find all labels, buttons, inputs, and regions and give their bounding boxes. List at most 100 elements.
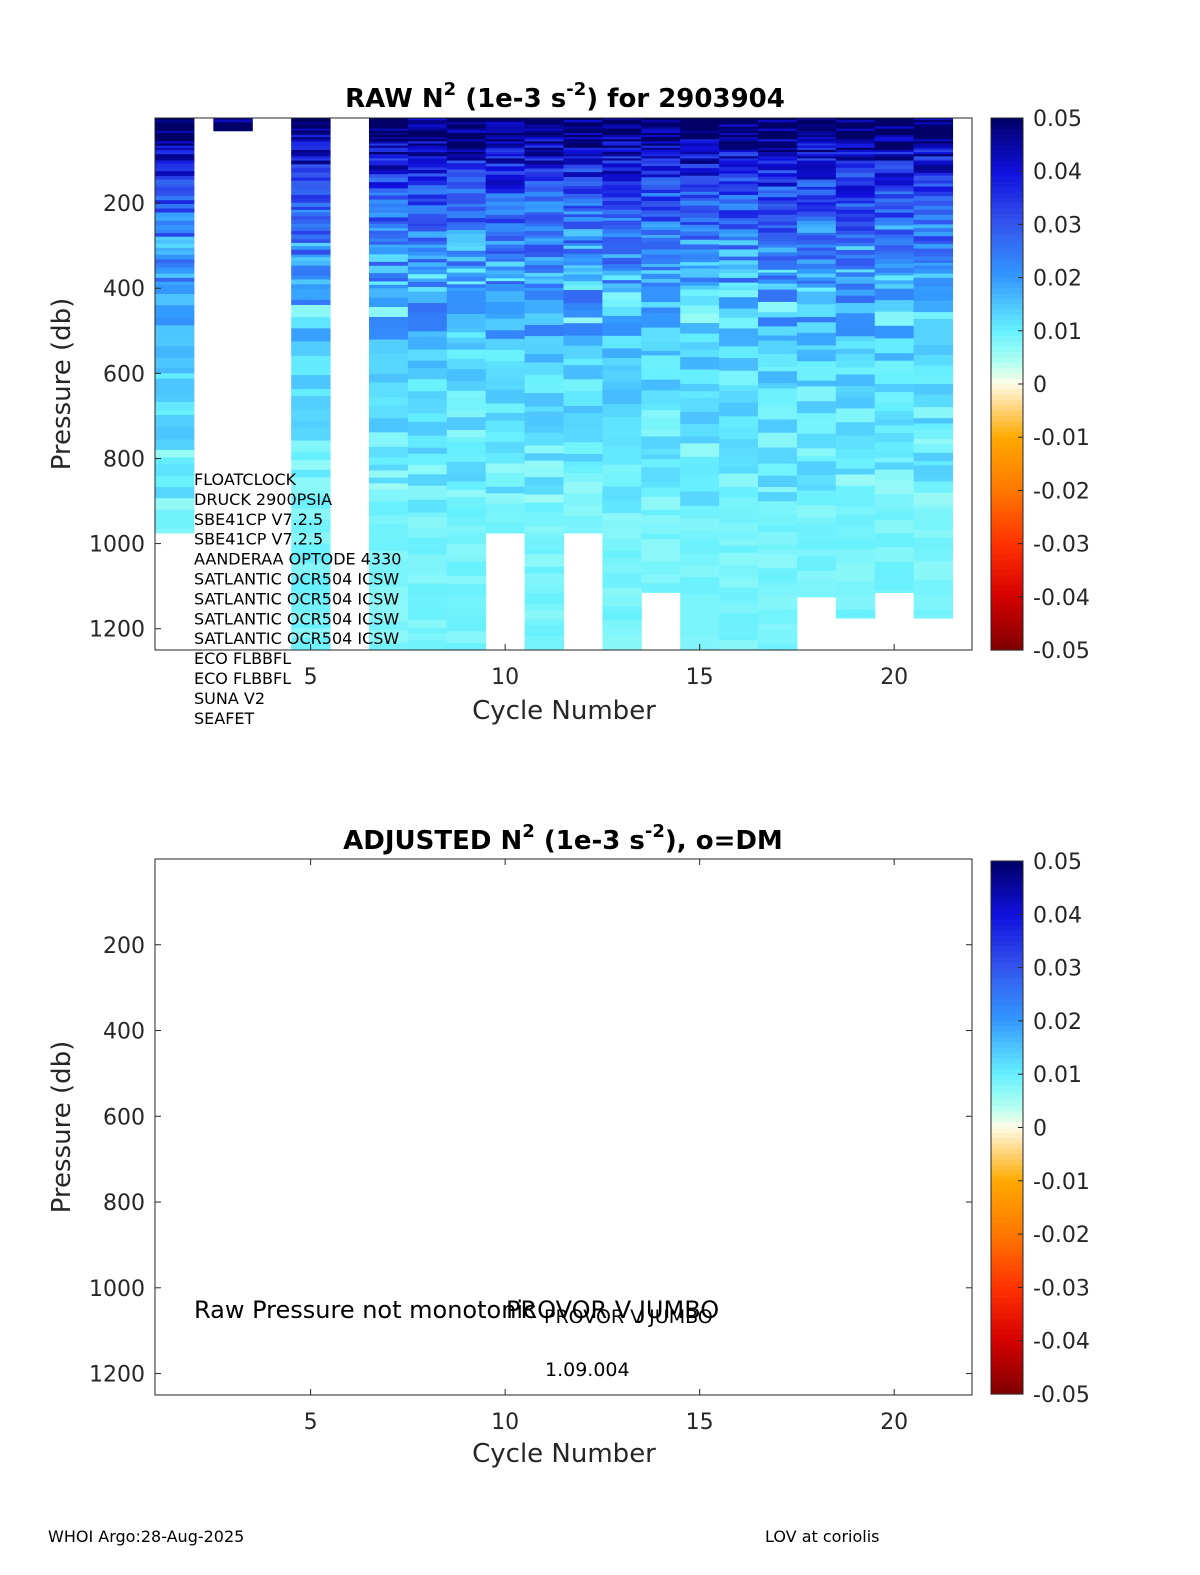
heatmap-cell <box>758 137 798 140</box>
colorbar-swatch <box>991 1138 1023 1145</box>
heatmap-cell <box>446 265 487 270</box>
colorbar-swatch <box>991 871 1023 878</box>
heatmap-cell <box>719 575 759 582</box>
heatmap-cell <box>291 304 331 318</box>
heatmap-cell <box>874 338 915 354</box>
heatmap-cell <box>602 270 642 276</box>
heatmap-cell <box>602 193 642 198</box>
colorbar-swatch <box>991 320 1023 327</box>
heatmap-cell <box>758 135 798 138</box>
heatmap-cell <box>485 258 526 263</box>
heatmap-cell <box>602 132 642 136</box>
heatmap-cell <box>874 130 915 134</box>
heatmap-cell <box>368 642 409 651</box>
heatmap-cell <box>719 210 759 216</box>
heatmap-cell <box>874 124 915 128</box>
heatmap-cell <box>446 596 487 608</box>
heatmap-cell <box>407 141 448 145</box>
heatmap-cell <box>485 201 526 207</box>
heatmap-cell <box>913 196 954 202</box>
colorbar-swatch <box>991 1036 1023 1043</box>
heatmap-cell <box>680 617 720 633</box>
heatmap-cell <box>796 291 837 305</box>
adjusted-y-axis-label: Pressure (db) <box>47 1041 77 1214</box>
heatmap-cell <box>719 358 759 372</box>
heatmap-cell <box>602 249 642 255</box>
heatmap-cell <box>485 130 526 134</box>
heatmap-cell <box>680 154 720 157</box>
heatmap-cell <box>796 156 837 159</box>
colorbar-swatch <box>991 1159 1023 1166</box>
heatmap-cell <box>680 456 720 463</box>
colorbar-tick-label: -0.01 <box>1033 1170 1090 1195</box>
heatmap-cell <box>407 262 448 268</box>
heatmap-cell <box>524 624 564 637</box>
heatmap-cell <box>407 597 448 611</box>
heatmap-cell <box>368 192 409 197</box>
heatmap-cell <box>155 163 195 169</box>
colorbar-swatch <box>991 580 1023 587</box>
heatmap-cell <box>291 396 331 410</box>
heatmap-cell <box>407 287 448 293</box>
heatmap-cell <box>155 184 195 188</box>
colorbar-swatch <box>991 160 1023 167</box>
heatmap-cell <box>524 276 564 280</box>
heatmap-cell <box>291 130 331 134</box>
heatmap-cell <box>407 399 448 414</box>
heatmap-cell <box>524 467 564 478</box>
heatmap-cell <box>758 152 798 155</box>
heatmap-cell <box>719 625 759 636</box>
colorbar-swatch <box>991 272 1023 279</box>
heatmap-cell <box>641 242 681 248</box>
heatmap-cell <box>563 211 603 215</box>
heatmap-cell <box>446 343 487 351</box>
heatmap-cell <box>446 246 487 252</box>
heatmap-cell <box>913 256 954 261</box>
heatmap-cell <box>835 289 876 297</box>
heatmap-cell <box>719 135 759 138</box>
heatmap-cell <box>602 176 642 182</box>
heatmap-cell <box>835 230 876 236</box>
heatmap-cell <box>796 208 837 213</box>
raw-heatmap-cells <box>155 118 954 651</box>
heatmap-cell <box>641 249 681 256</box>
heatmap-cell <box>446 118 487 121</box>
heatmap-cell <box>719 233 759 238</box>
heatmap-cell <box>680 235 720 241</box>
heatmap-cell <box>291 194 331 200</box>
colorbar-swatch <box>991 203 1023 210</box>
heatmap-cell <box>874 132 915 136</box>
heatmap-cell <box>407 527 448 539</box>
heatmap-cell <box>407 189 448 196</box>
colorbar-swatch <box>991 1250 1023 1257</box>
heatmap-cell <box>407 132 448 136</box>
heatmap-cell <box>446 489 487 498</box>
heatmap-cell <box>368 120 409 123</box>
heatmap-cell <box>155 203 195 210</box>
heatmap-cell <box>602 126 642 130</box>
heatmap-cell <box>446 141 487 145</box>
heatmap-cell <box>719 456 759 468</box>
heatmap-cell <box>719 370 759 386</box>
heatmap-cell <box>563 467 603 474</box>
heatmap-cell <box>446 616 487 622</box>
heatmap-cell <box>680 210 720 214</box>
heatmap-cell <box>913 152 954 155</box>
sensor-label: SBE41CP V7.2.5 <box>194 530 323 549</box>
heatmap-cell <box>835 408 876 423</box>
heatmap-cell <box>719 552 759 559</box>
heatmap-cell <box>563 303 603 311</box>
heatmap-cell <box>641 200 681 205</box>
heatmap-cell <box>563 149 603 153</box>
heatmap-cell <box>874 141 915 145</box>
heatmap-cell <box>602 453 642 466</box>
heatmap-cell <box>719 634 759 641</box>
heatmap-cell <box>758 317 798 327</box>
heatmap-cell <box>835 141 876 145</box>
heatmap-cell <box>680 333 720 343</box>
heatmap-cell <box>641 235 681 239</box>
heatmap-cell <box>485 463 526 474</box>
heatmap-cell <box>155 498 195 511</box>
heatmap-cell <box>913 580 954 596</box>
